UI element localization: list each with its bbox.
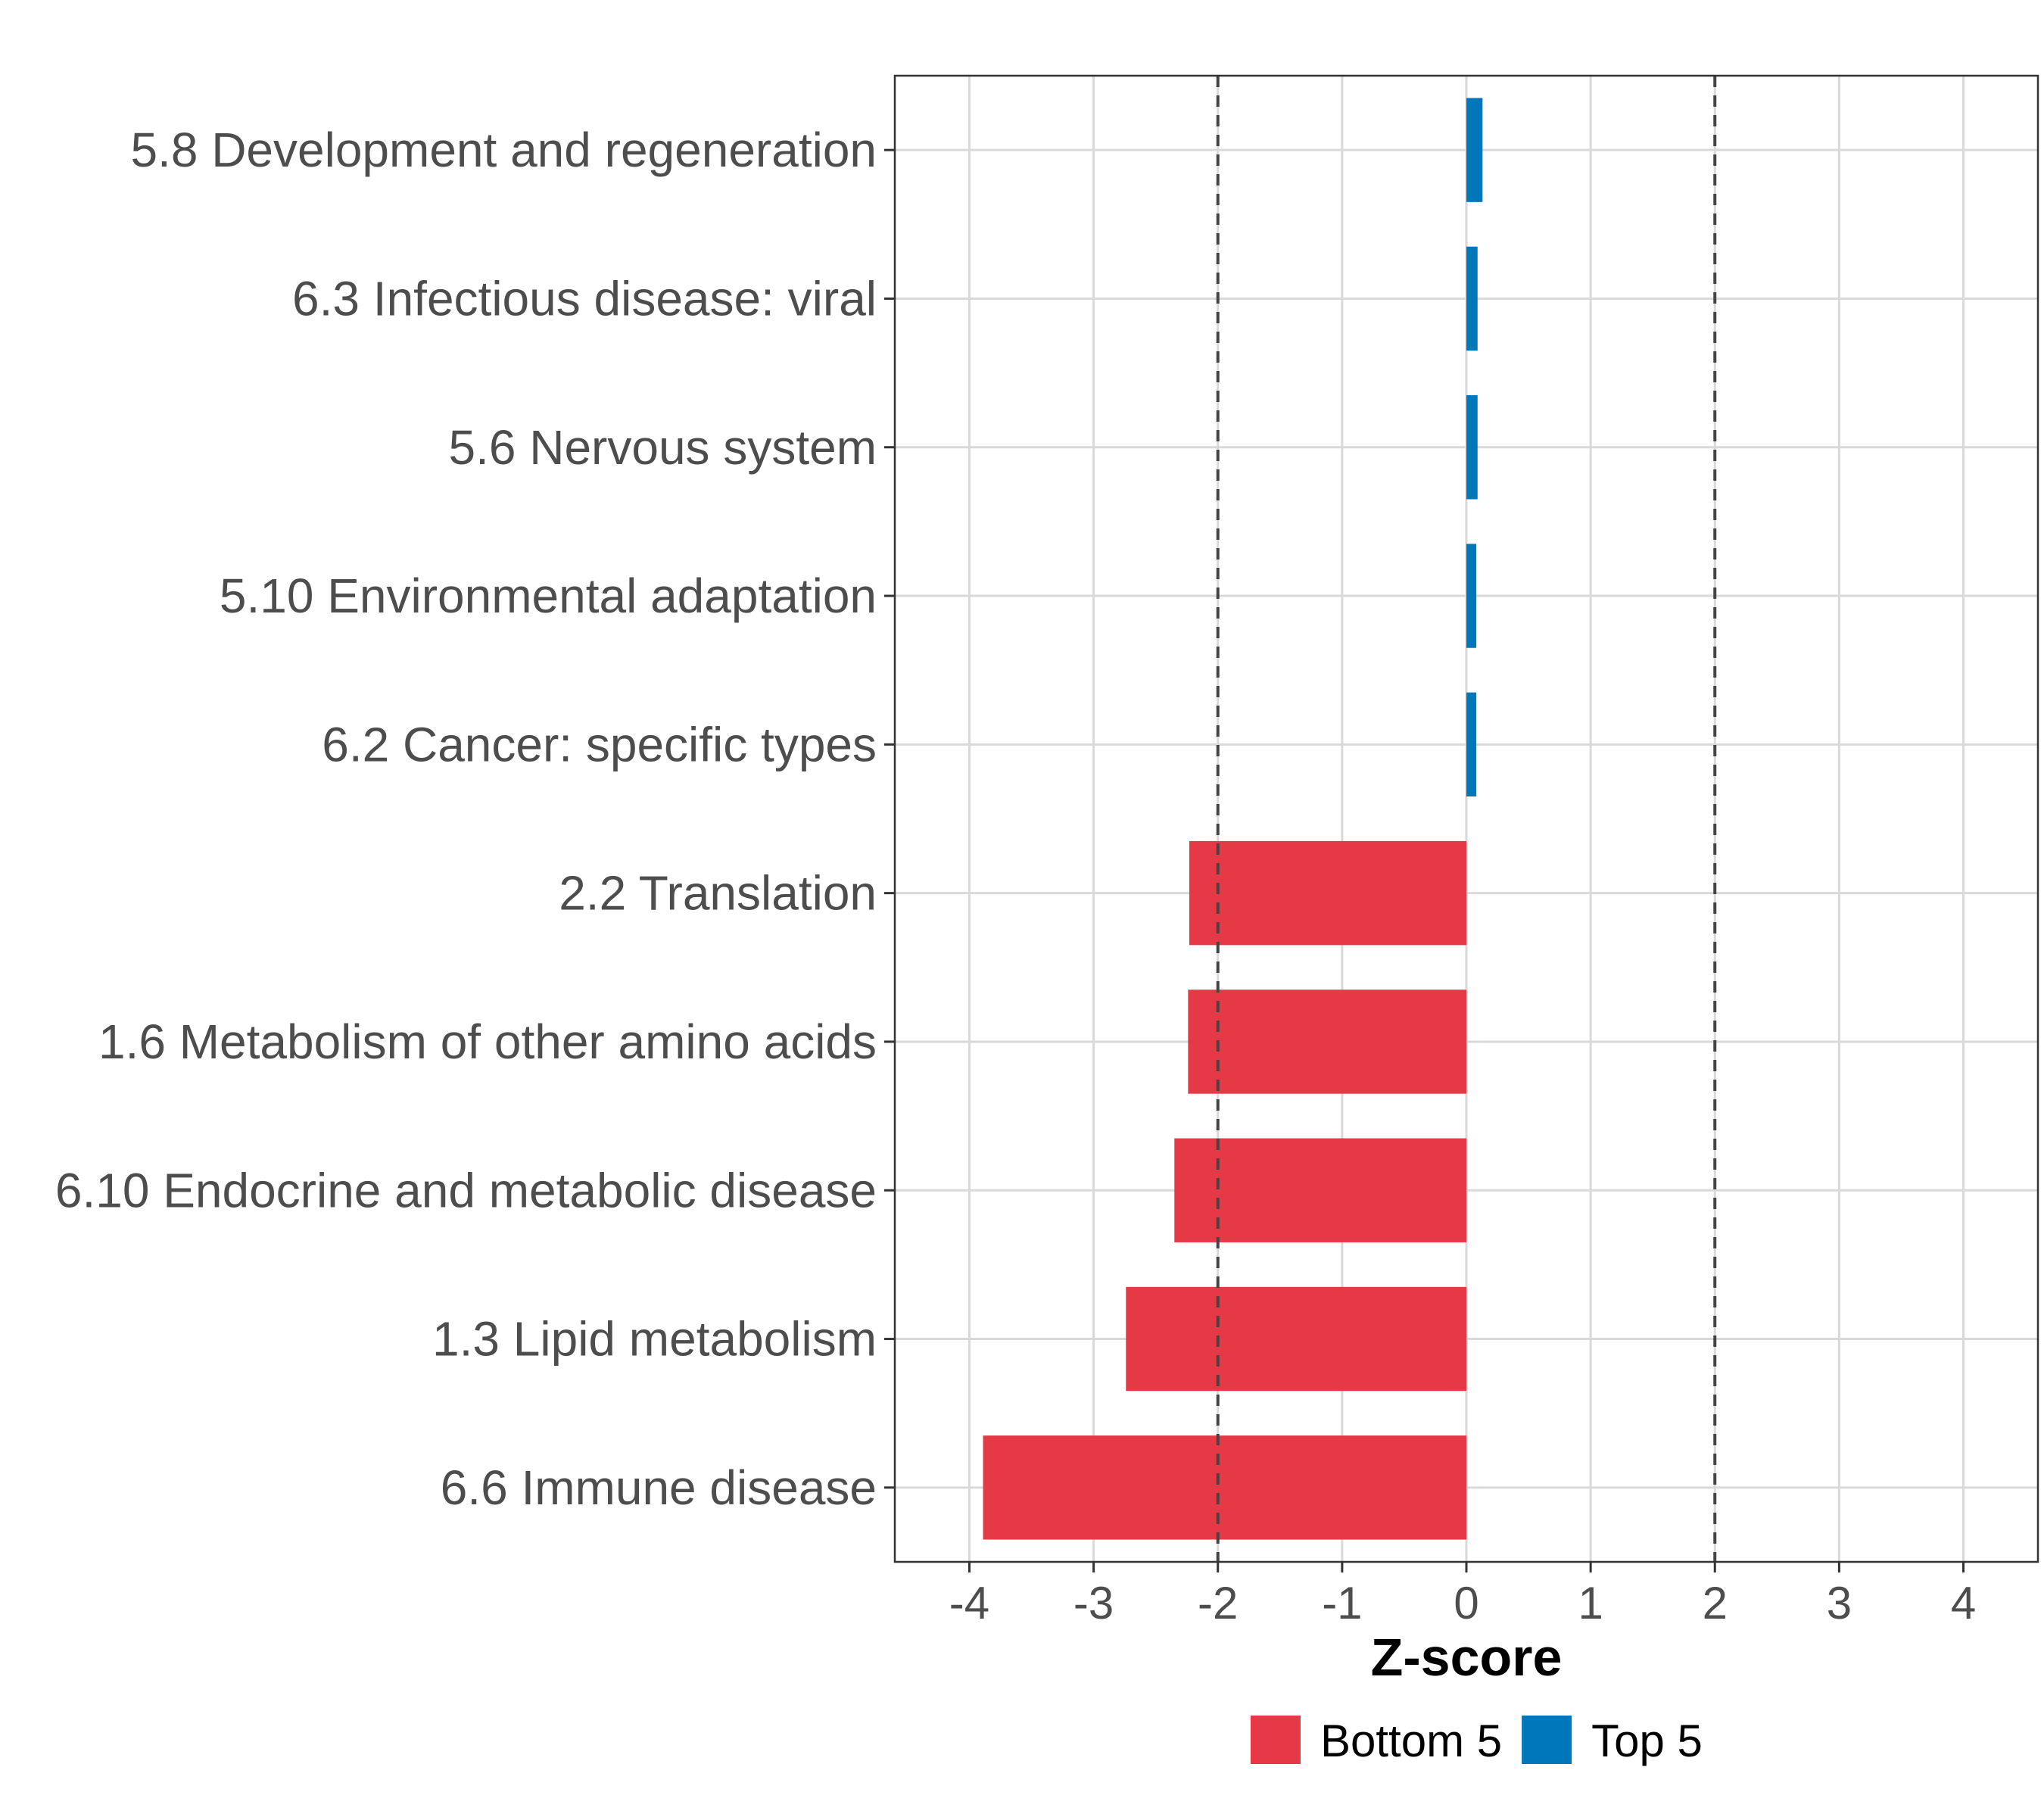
y-axis-ticks: 5.8 Development and regeneration 6.3 Infe… xyxy=(55,123,895,1515)
x-tick-label: 0 xyxy=(1454,1578,1478,1628)
x-tick-label: 2 xyxy=(1703,1578,1728,1628)
bar xyxy=(1466,98,1483,202)
legend-label: Top 5 xyxy=(1591,1716,1703,1766)
x-tick-label: -4 xyxy=(949,1578,989,1628)
x-axis-ticks: -4 -3 -2 -1 0 1 2 3 4 xyxy=(949,1562,1976,1628)
bars xyxy=(983,98,1483,1540)
category-label: 2.2 Translation xyxy=(559,866,877,921)
x-tick-label: 3 xyxy=(1827,1578,1852,1628)
legend-swatch xyxy=(1251,1716,1301,1764)
bar xyxy=(1189,840,1466,946)
category-label: 5.10 Environmental adaptation xyxy=(220,569,877,623)
bar xyxy=(1466,246,1478,351)
category-label: 5.6 Nervous system xyxy=(448,420,877,475)
x-tick-label: 4 xyxy=(1951,1578,1976,1628)
bar xyxy=(1466,395,1478,500)
category-label: 6.6 Immune disease xyxy=(441,1460,877,1515)
legend: Bottom 5 Top 5 xyxy=(1251,1716,1703,1766)
category-label: 6.2 Cancer: specific types xyxy=(322,717,877,771)
x-tick-label: -2 xyxy=(1198,1578,1238,1628)
legend-swatch xyxy=(1522,1716,1572,1764)
bar xyxy=(1466,544,1477,648)
x-tick-label: 1 xyxy=(1578,1578,1603,1628)
vertical-gridlines xyxy=(967,76,1965,1562)
bar xyxy=(1188,990,1466,1094)
legend-label: Bottom 5 xyxy=(1320,1716,1502,1766)
category-label: 5.8 Development and regeneration xyxy=(130,123,877,177)
bar xyxy=(1126,1286,1466,1392)
x-axis-title: Z-score xyxy=(1371,1628,1563,1687)
bar xyxy=(983,1435,1466,1540)
category-label: 1.6 Metabolism of other amino acids xyxy=(98,1014,877,1069)
bar xyxy=(1174,1138,1466,1242)
bar xyxy=(1466,692,1477,797)
x-tick-label: -1 xyxy=(1322,1578,1362,1628)
x-tick-label: -3 xyxy=(1073,1578,1114,1628)
category-label: 1.3 Lipid metabolism xyxy=(432,1312,877,1367)
category-label: 6.3 Infectious disease: viral xyxy=(292,271,877,326)
category-label: 6.10 Endocrine and metabolic disease xyxy=(55,1163,877,1217)
